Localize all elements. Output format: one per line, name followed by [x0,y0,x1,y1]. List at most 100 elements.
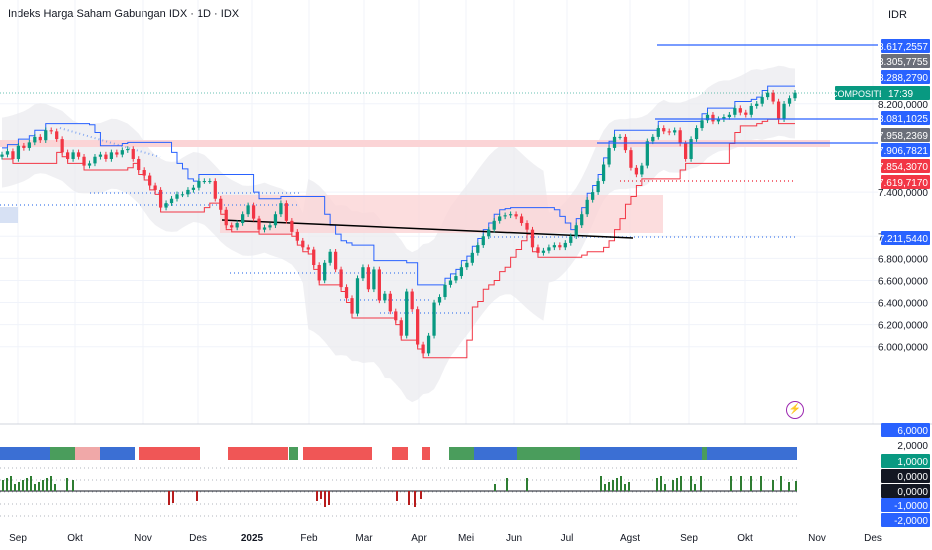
time-tick: Jul [561,533,574,544]
signal-strip [303,447,372,460]
candle [55,131,59,140]
bull-bar [700,476,702,491]
candle [361,267,365,279]
candle [426,335,431,354]
lightning-icon[interactable]: ⚡ [786,401,804,419]
time-tick: Sep [9,533,27,544]
bull-bar [72,480,74,491]
candle [268,225,272,228]
candle [120,150,124,155]
indicator-label: 6,0000 [897,426,928,437]
candle [727,114,732,118]
candle [525,223,529,230]
candle [755,103,759,106]
candle [213,181,217,199]
bull-bar [14,484,16,491]
candle [262,227,267,230]
time-tick: Feb [300,533,318,544]
bull-bar [22,480,24,491]
price-badge-label: 8.081,1025 [878,114,928,125]
candle [126,149,130,151]
candle [569,236,573,243]
bull-bar [600,476,602,491]
candle [295,231,299,241]
candle [530,229,535,248]
candle [405,291,409,336]
price-badge [881,111,930,125]
bull-bar [694,484,696,491]
indicator-label: -2,0000 [894,516,928,527]
candle [153,185,157,190]
candle [65,152,70,159]
indicator-label: 1,0000 [897,457,928,468]
bull-bar [38,482,40,491]
signal-strip [392,447,408,460]
candle [416,309,420,345]
countdown-label: 17:39 [888,89,913,100]
candle [219,198,223,210]
price-tick: 6.600,0000 [878,276,928,287]
bull-bar [624,484,626,491]
indicator-label: -1,0000 [894,501,928,512]
signal-strip [289,447,298,460]
candle [716,119,721,122]
candle [197,181,201,188]
candle [27,142,31,148]
signal-strip [228,447,288,460]
candle [722,117,726,120]
price-tick: 8.200,0000 [878,100,928,111]
candle [372,269,376,290]
candle [60,139,64,153]
price-badge [881,70,930,84]
candle [16,145,21,159]
bull-bar [54,484,56,491]
price-badge-label: 7.958,2369 [878,131,928,142]
dotted-level [59,127,161,158]
candle [377,269,381,301]
currency-label[interactable]: IDR [888,9,907,21]
signal-strip [449,447,474,460]
candle [793,92,797,99]
candle [191,187,196,190]
candle [766,92,770,98]
candle [454,276,458,281]
bear-bar [316,491,318,501]
candle [470,252,474,263]
bull-bar [26,478,28,491]
price-badge-label: 7.211,5440 [879,234,929,245]
candle [87,163,92,166]
candle [640,165,644,175]
bull-bar [506,478,508,491]
candle [448,280,453,285]
bear-bar [328,491,330,505]
candle [158,189,163,208]
candle [333,251,338,270]
price-badge [881,39,930,53]
candle [634,167,639,175]
candle [782,103,786,120]
candle [344,287,349,299]
candle [251,205,256,219]
candle [273,214,278,226]
bull-bar [795,481,797,491]
candle [33,136,37,143]
candle [711,114,715,122]
candle [705,114,710,121]
supply-zones [0,140,830,233]
candle [585,199,589,215]
bull-bar [772,480,774,491]
candle [328,251,332,263]
candle [618,136,622,138]
candle [694,128,699,140]
bull-bar [750,476,752,491]
signal-strip [139,447,200,460]
signal-strip [50,447,75,460]
candle [678,130,682,144]
candle [437,297,442,303]
time-tick: Mar [355,533,373,544]
candle [421,344,425,354]
signal-strip [75,447,100,460]
candles [0,89,797,357]
time-tick: Mei [458,533,474,544]
